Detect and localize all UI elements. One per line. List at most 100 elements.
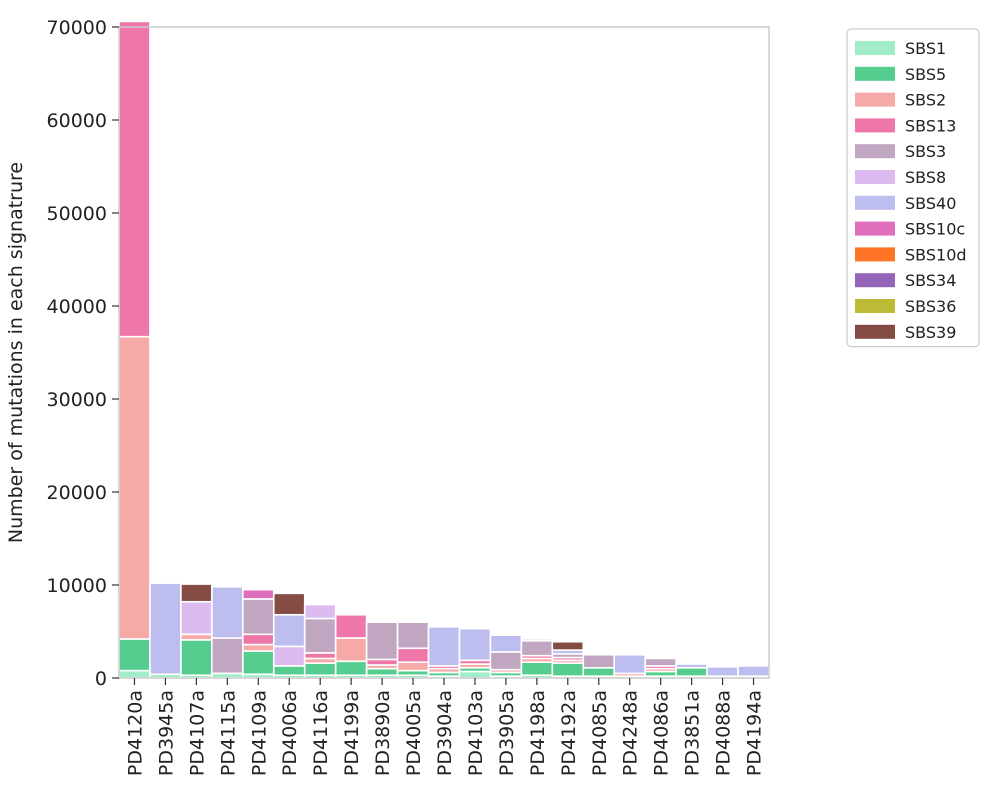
- legend-box: [846, 28, 980, 348]
- x-tick-label: PD4103a: [465, 690, 487, 776]
- x-tick-label: PD4107a: [186, 690, 208, 776]
- bar-PD4248a-SBS40: [613, 653, 646, 675]
- legend-label-SBS8: SBS8: [905, 168, 946, 187]
- legend-swatch-SBS36: [855, 299, 895, 313]
- legend-swatch-SBS34: [855, 273, 895, 288]
- x-tick-label: PD4192a: [558, 690, 580, 776]
- legend-label-SBS1: SBS1: [905, 39, 946, 58]
- legend-swatch-SBS39: [855, 324, 895, 339]
- x-tick-label: PD4194a: [744, 690, 766, 776]
- bar-PD4120a-SBS13: [118, 20, 151, 338]
- bar-PD4109a-SBS10c: [242, 588, 275, 600]
- bar-PD4109a-SBS2: [242, 643, 275, 652]
- bar-PD4107a-SBS8: [180, 600, 213, 636]
- x-tick-label: PD4088a: [713, 690, 735, 776]
- bar-PD4006a-SBS5: [272, 665, 306, 677]
- y-tick-label: 20000: [47, 482, 107, 504]
- x-tick-label: PD4115a: [217, 690, 239, 776]
- bar-PD4198a-SBS40: [520, 638, 554, 642]
- x-tick-label: PD4085a: [589, 690, 611, 776]
- x-tick-label: PD3905a: [496, 690, 518, 776]
- bar-PD4109a-SBS5: [242, 650, 275, 676]
- bar-PD3945a-SBS40: [149, 582, 182, 676]
- x-tick-label: PD4199a: [341, 690, 363, 776]
- legend-swatch-SBS40: [855, 195, 895, 210]
- y-tick-label: 30000: [47, 389, 107, 411]
- bar-PD4006a-SBS8: [272, 645, 306, 667]
- bar-PD4192a-SBS5: [551, 662, 585, 677]
- y-axis-title: Number of mutations in each signatrure: [5, 162, 27, 543]
- x-tick-label: PD4006a: [279, 690, 301, 776]
- bar-PD4198a-SBS5: [520, 661, 554, 677]
- bar-PD4194a-SBS40: [737, 665, 770, 677]
- x-tick-label: PD4198a: [527, 690, 549, 776]
- bar-PD4116a-SBS5: [303, 662, 337, 677]
- bar-PD4006a-SBS39: [272, 592, 306, 616]
- x-tick-label: PD3851a: [682, 690, 704, 776]
- bar-PD3890a-SBS3: [365, 621, 399, 661]
- bar-PD3904a-SBS40: [427, 626, 461, 667]
- y-tick-label: 10000: [47, 575, 107, 597]
- bar-PD4088a-SBS40: [706, 666, 739, 677]
- bar-PD4085a-SBS3: [582, 653, 616, 669]
- bar-PD4005a-SBS13: [396, 647, 430, 663]
- legend-label-SBS36: SBS36: [905, 297, 956, 316]
- y-tick-label: 40000: [47, 296, 107, 318]
- bar-PD4116a-SBS3: [303, 617, 337, 654]
- bar-PD3905a-SBS40: [489, 634, 523, 653]
- bar-PD4198a-SBS3: [520, 639, 554, 657]
- legend-label-SBS40: SBS40: [905, 194, 956, 213]
- legend-swatch-SBS13: [855, 118, 895, 133]
- legend: SBS1 SBS5 SBS2 SBS13 SBS3 SBS8 SBS40 SBS10c SBS1…: [846, 28, 980, 348]
- legend-swatch-SBS8: [855, 170, 895, 184]
- x-tick-label: PD4109a: [248, 690, 270, 776]
- legend-swatch-SBS10d: [855, 247, 895, 262]
- x-tick-label: PD4120a: [124, 690, 146, 776]
- bars-layer: [118, 20, 770, 679]
- legend-label-SBS2: SBS2: [905, 91, 946, 110]
- bar-PD4199a-SBS13: [334, 613, 368, 639]
- x-tick-label: PD4086a: [651, 690, 673, 776]
- bar-PD4115a-SBS3: [211, 637, 244, 675]
- bar-PD4085a-SBS5: [582, 666, 616, 677]
- y-tick-label: 0: [95, 668, 107, 690]
- y-axis: 0 10000 20000 30000 40000 50000 60000 70000: [47, 17, 119, 690]
- legend-label-SBS5: SBS5: [905, 65, 946, 84]
- bar-PD3890a-SBS5: [365, 667, 399, 677]
- x-tick-label: PD4116a: [310, 690, 332, 776]
- bar-PD3851a-SBS40: [675, 663, 708, 669]
- bar-PD4005a-SBS2: [396, 661, 430, 672]
- x-tick-label: PD3890a: [372, 690, 394, 776]
- y-tick-label: 60000: [47, 110, 107, 132]
- legend-swatch-SBS10c: [855, 221, 895, 236]
- bar-PD4120a-SBS5: [118, 638, 151, 672]
- bar-PD4120a-SBS1: [118, 669, 151, 679]
- bar-PD4199a-SBS2: [334, 637, 368, 663]
- bar-PD4116a-SBS8: [303, 603, 337, 620]
- bar-PD4103a-SBS40: [458, 627, 492, 662]
- y-tick-label: 50000: [47, 203, 107, 225]
- x-tick-label: PD4005a: [403, 690, 425, 776]
- legend-swatch-SBS3: [855, 144, 895, 159]
- bar-PD4086a-SBS3: [644, 657, 677, 667]
- bar-PD3890a-SBS13: [365, 658, 399, 666]
- legend-label-SBS39: SBS39: [905, 323, 956, 342]
- bar-PD3851a-SBS5: [675, 666, 708, 677]
- bar-PD4103a-SBS1: [458, 670, 492, 679]
- x-tick-label: PD4248a: [620, 690, 642, 776]
- bar-PD4192a-SBS39: [551, 640, 585, 651]
- bar-PD4005a-SBS3: [396, 621, 430, 650]
- legend-swatch-SBS5: [855, 66, 895, 81]
- legend-label-SBS10d: SBS10d: [905, 245, 967, 264]
- bar-PD4115a-SBS40: [211, 586, 244, 639]
- legend-swatch-SBS2: [855, 92, 895, 107]
- x-tick-label: PD3904a: [434, 690, 456, 776]
- legend-swatch-SBS1: [855, 41, 895, 55]
- x-axis: PD4120a PD3945a PD4107a PD4115a PD4109a PD400…: [124, 678, 766, 776]
- bar-PD4006a-SBS40: [272, 613, 306, 648]
- bar-PD4109a-SBS13: [242, 633, 275, 646]
- bar-PD4107a-SBS5: [180, 639, 213, 677]
- bar-PD4107a-SBS39: [180, 583, 213, 603]
- bar-PD3905a-SBS3: [489, 651, 523, 671]
